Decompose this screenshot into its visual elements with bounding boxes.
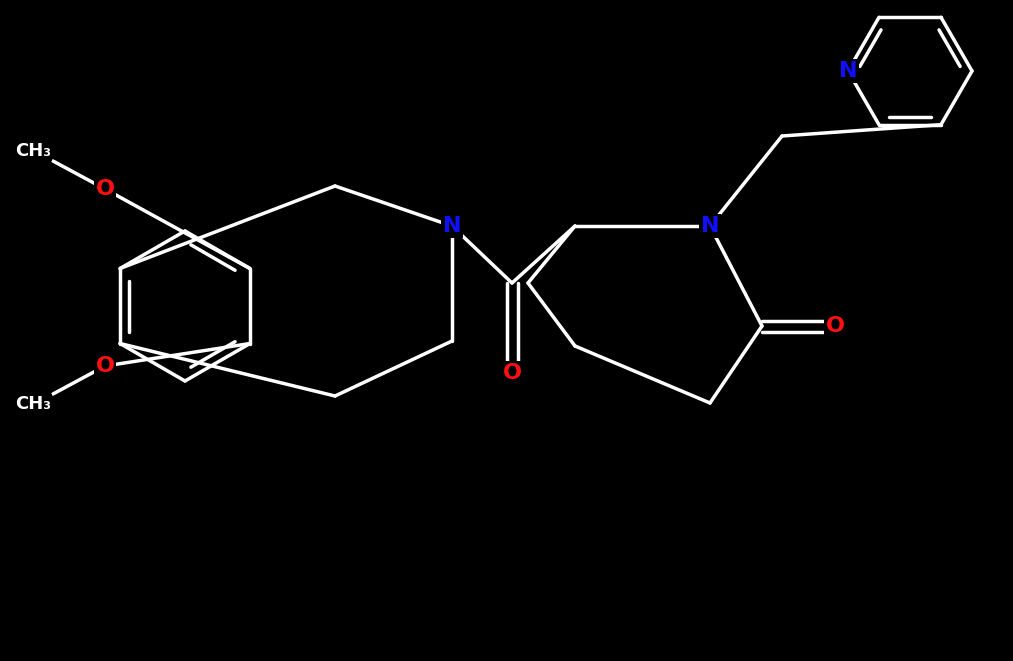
- Text: O: O: [95, 356, 114, 376]
- Text: O: O: [95, 179, 114, 199]
- Text: O: O: [826, 316, 845, 336]
- Text: N: N: [839, 61, 857, 81]
- Text: CH₃: CH₃: [15, 142, 51, 160]
- Text: O: O: [502, 363, 522, 383]
- Text: N: N: [443, 216, 461, 236]
- Text: N: N: [701, 216, 719, 236]
- Text: CH₃: CH₃: [15, 395, 51, 413]
